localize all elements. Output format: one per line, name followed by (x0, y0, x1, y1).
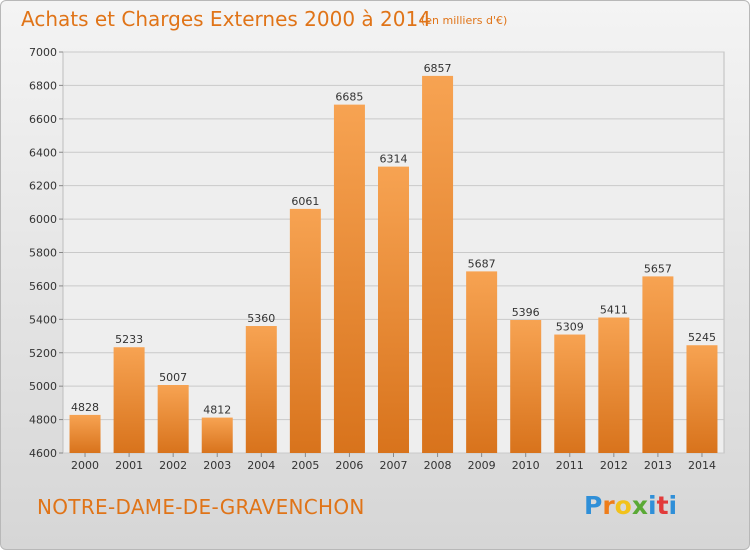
y-tick-label: 6000 (29, 213, 57, 226)
y-tick-label: 5800 (29, 247, 57, 260)
bar-2000 (69, 414, 101, 453)
bar-2008 (422, 75, 454, 453)
x-tick-label-2000: 2000 (71, 459, 99, 472)
value-label-2012: 5411 (600, 303, 628, 316)
x-tick-label-2008: 2008 (424, 459, 452, 472)
value-label-2000: 4828 (71, 401, 99, 414)
bar-2006 (333, 104, 365, 453)
value-label-2009: 5687 (468, 257, 496, 270)
y-tick-label: 6800 (29, 79, 57, 92)
chart-subtitle: (en milliers d'€) (421, 14, 508, 27)
value-label-2004: 5360 (247, 312, 275, 325)
bar-2001 (113, 347, 145, 453)
chart-title: Achats et Charges Externes 2000 à 2014 (21, 7, 431, 31)
logo-letter: i (648, 491, 657, 520)
y-tick-label: 7000 (29, 46, 57, 59)
logo-letter: o (614, 491, 632, 520)
y-tick-label: 5200 (29, 347, 57, 360)
y-axis-ticks: 4600 4800 5000 5200 5400 5600 5800 6000 6200 6400… (29, 46, 63, 460)
value-label-2005: 6061 (291, 195, 319, 208)
bar-2003 (201, 417, 233, 453)
value-label-2010: 5396 (512, 306, 540, 319)
location-name: NOTRE-DAME-DE-GRAVENCHON (37, 495, 365, 519)
value-label-2013: 5657 (644, 262, 672, 275)
x-tick-label-2014: 2014 (688, 459, 716, 472)
x-axis-ticks: 2000 2001 2002 2003 2004 2005 2006 2007 2008 2009… (71, 453, 716, 472)
bar-2002 (157, 384, 189, 453)
y-tick-label: 6200 (29, 180, 57, 193)
x-tick-label-2004: 2004 (247, 459, 275, 472)
x-tick-label-2006: 2006 (335, 459, 363, 472)
bar-2005 (289, 208, 321, 453)
logo-letter: x (631, 491, 648, 520)
x-tick-label-2002: 2002 (159, 459, 187, 472)
y-tick-label: 5400 (29, 313, 57, 326)
value-label-2002: 5007 (159, 371, 187, 384)
y-tick-label: 5000 (29, 380, 57, 393)
value-label-2001: 5233 (115, 333, 143, 346)
x-tick-label-2005: 2005 (291, 459, 319, 472)
bar-2014 (686, 345, 718, 453)
value-labels: 4828 5233 5007 4812 5360 6061 6685 6314 6857 5687… (71, 62, 716, 417)
logo-letter: r (602, 491, 615, 520)
x-tick-label-2007: 2007 (380, 459, 408, 472)
value-label-2003: 4812 (203, 404, 231, 417)
y-tick-label: 4600 (29, 447, 57, 460)
x-tick-label-2001: 2001 (115, 459, 143, 472)
y-tick-label: 4800 (29, 414, 57, 427)
value-label-2007: 6314 (380, 153, 408, 166)
bar-2012 (598, 317, 630, 453)
bars (69, 75, 718, 453)
bar-2004 (245, 326, 277, 453)
x-tick-label-2011: 2011 (556, 459, 584, 472)
logo-letter: i (668, 491, 678, 520)
value-label-2011: 5309 (556, 321, 584, 334)
proxiti-logo: Proxiti (584, 491, 677, 520)
bar-2011 (554, 334, 586, 453)
bar-2009 (466, 271, 498, 453)
bar-2013 (642, 276, 674, 453)
bar-2010 (510, 320, 542, 453)
x-tick-label-2010: 2010 (512, 459, 540, 472)
y-tick-label: 6400 (29, 146, 57, 159)
value-label-2006: 6685 (335, 91, 363, 104)
logo-letter: t (656, 491, 669, 520)
value-label-2014: 5245 (688, 331, 716, 344)
x-tick-label-2013: 2013 (644, 459, 672, 472)
x-tick-label-2009: 2009 (468, 459, 496, 472)
x-tick-label-2012: 2012 (600, 459, 628, 472)
logo-letter: P (584, 491, 603, 520)
y-tick-label: 6600 (29, 113, 57, 126)
y-tick-label: 5600 (29, 280, 57, 293)
bar-2007 (378, 166, 409, 453)
x-tick-label-2003: 2003 (203, 459, 231, 472)
value-label-2008: 6857 (424, 62, 452, 75)
